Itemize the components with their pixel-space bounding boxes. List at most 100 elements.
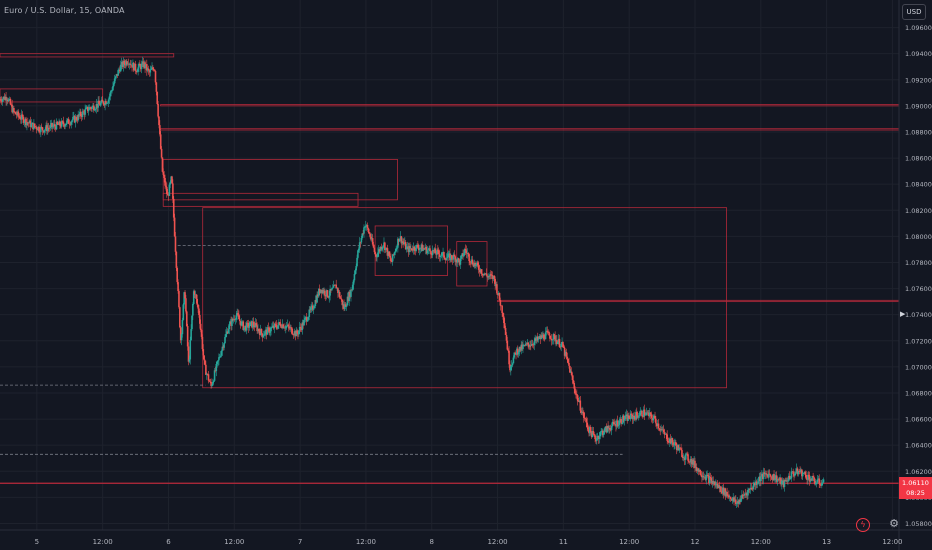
- candle-body: [618, 420, 621, 425]
- candle-body: [46, 127, 49, 132]
- candle-body: [715, 484, 717, 486]
- candle-body: [8, 98, 11, 100]
- time-axis[interactable]: 5 12:00 6 12:00 7 12:00 8 12:00 11 12:00 12 12:00 13…: [0, 529, 932, 546]
- candle-body: [298, 330, 300, 335]
- candle-body: [282, 324, 285, 329]
- candle-body: [342, 304, 344, 306]
- candle-body: [519, 346, 522, 351]
- candle-body: [807, 474, 810, 477]
- candle-body: [218, 357, 220, 361]
- candle-body: [776, 479, 779, 482]
- candle-body: [197, 304, 199, 309]
- candle-body: [706, 474, 708, 476]
- candle-body: [218, 356, 221, 358]
- candle-body: [722, 487, 725, 495]
- candle-body: [168, 184, 171, 196]
- candle-body: [790, 471, 793, 479]
- candle-body: [520, 344, 523, 351]
- candle-body: [296, 330, 298, 334]
- candle-body: [170, 176, 172, 182]
- candle-body: [154, 71, 157, 83]
- candle-body: [222, 346, 225, 348]
- candle-body: [667, 440, 669, 443]
- candle-body: [303, 319, 305, 326]
- candle-body: [571, 375, 574, 381]
- candle-body: [580, 410, 582, 413]
- price-axis[interactable]: 1.09600 1.09400 1.09200 1.09000 1.08800 1.086…: [898, 0, 932, 550]
- candle-body: [419, 247, 422, 249]
- candle-body: [642, 409, 645, 417]
- candle-body: [627, 415, 629, 421]
- candle-body: [102, 101, 105, 105]
- candle-body: [57, 123, 60, 125]
- candle-body: [278, 322, 280, 326]
- candle-body: [82, 111, 85, 113]
- candle-body: [73, 116, 75, 117]
- time-tick-label: 6: [166, 538, 171, 546]
- candle-body: [182, 304, 185, 320]
- candle-body: [205, 373, 208, 375]
- candle-body: [817, 478, 820, 480]
- candle-body: [757, 481, 760, 483]
- candle-body: [15, 114, 18, 116]
- candle-body: [632, 415, 635, 420]
- candle-body: [372, 244, 375, 248]
- candle-body: [58, 121, 60, 125]
- candle-body: [166, 193, 169, 196]
- candle-body: [402, 241, 404, 243]
- candle-body: [264, 331, 266, 335]
- candle-body: [741, 494, 744, 496]
- flash-icon[interactable]: ϟ: [856, 518, 870, 532]
- candle-body: [751, 488, 754, 490]
- candle-body: [237, 313, 239, 316]
- candle-body: [603, 428, 606, 433]
- candle-body: [791, 471, 794, 472]
- candle-body: [624, 415, 627, 419]
- candle-body: [681, 450, 683, 457]
- candle-body: [699, 469, 701, 475]
- candle-body: [662, 429, 664, 431]
- candle-body: [320, 289, 323, 294]
- candle-body: [675, 442, 677, 446]
- candle-body: [380, 247, 383, 250]
- candle-body: [778, 479, 781, 481]
- candle-body: [393, 252, 396, 256]
- candle-body: [251, 321, 254, 328]
- time-tick-label: 12:00: [619, 538, 639, 546]
- currency-button[interactable]: USD: [902, 4, 926, 20]
- candle-body: [501, 305, 503, 314]
- candle-body: [609, 429, 612, 431]
- gear-icon[interactable]: ⚙: [889, 517, 899, 530]
- candle-body: [357, 250, 359, 258]
- candle-body: [651, 417, 654, 421]
- candle-body: [686, 453, 688, 455]
- candle-body: [308, 309, 311, 317]
- candle-body: [116, 74, 119, 76]
- candle-body: [800, 469, 802, 472]
- candle-body: [613, 422, 615, 425]
- candle-body: [131, 64, 133, 68]
- candle-body: [475, 264, 477, 266]
- price-tick-label: 1.07800: [905, 259, 932, 267]
- candle-body: [516, 348, 519, 355]
- candle-body: [293, 331, 296, 335]
- candle-body: [595, 439, 597, 441]
- candle-body: [442, 252, 444, 253]
- candle-body: [111, 90, 113, 92]
- candle-body: [736, 501, 739, 504]
- candle-body: [200, 330, 203, 337]
- candle-body: [199, 323, 202, 331]
- candle-body: [400, 236, 403, 244]
- candle-body: [186, 325, 189, 347]
- candle-body: [130, 64, 132, 66]
- candle-body: [77, 114, 79, 121]
- candle-body: [326, 290, 329, 297]
- candle-body: [786, 480, 788, 482]
- candle-body: [310, 307, 312, 310]
- candle-body: [806, 478, 808, 480]
- candle-body: [794, 472, 797, 474]
- price-tick-label: 1.08600: [905, 155, 932, 163]
- candle-body: [747, 489, 749, 496]
- candle-body: [434, 248, 437, 254]
